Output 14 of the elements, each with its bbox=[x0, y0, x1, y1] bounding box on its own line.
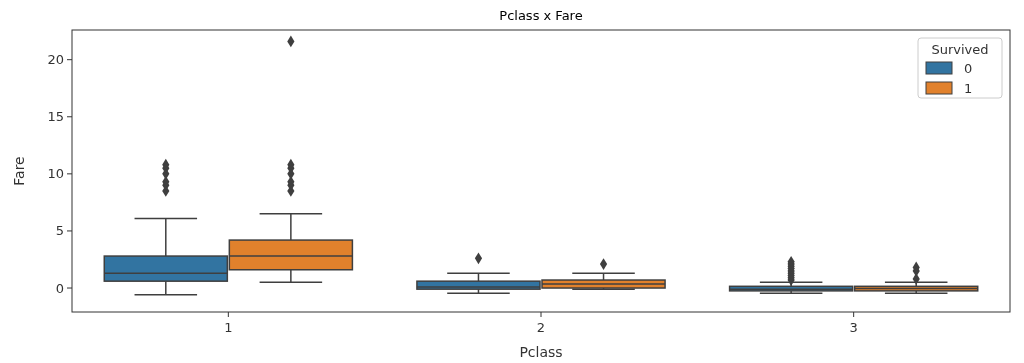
x-tick-label: 3 bbox=[849, 320, 858, 335]
x-axis-title: Pclass bbox=[519, 344, 563, 360]
legend-label: 1 bbox=[964, 80, 973, 96]
y-tick-label: 15 bbox=[47, 109, 64, 125]
chart-title: Pclass x Fare bbox=[499, 8, 583, 23]
x-tick-label: 1 bbox=[224, 320, 233, 335]
legend-label: 0 bbox=[964, 60, 973, 76]
y-tick-label: 20 bbox=[47, 52, 64, 68]
y-tick-label: 0 bbox=[55, 280, 64, 296]
y-tick-label: 5 bbox=[55, 223, 64, 239]
y-axis-title: Fare bbox=[11, 156, 27, 186]
y-tick-label: 10 bbox=[47, 166, 64, 182]
x-tick-label: 2 bbox=[536, 320, 546, 335]
legend-title: Survived bbox=[931, 42, 989, 57]
